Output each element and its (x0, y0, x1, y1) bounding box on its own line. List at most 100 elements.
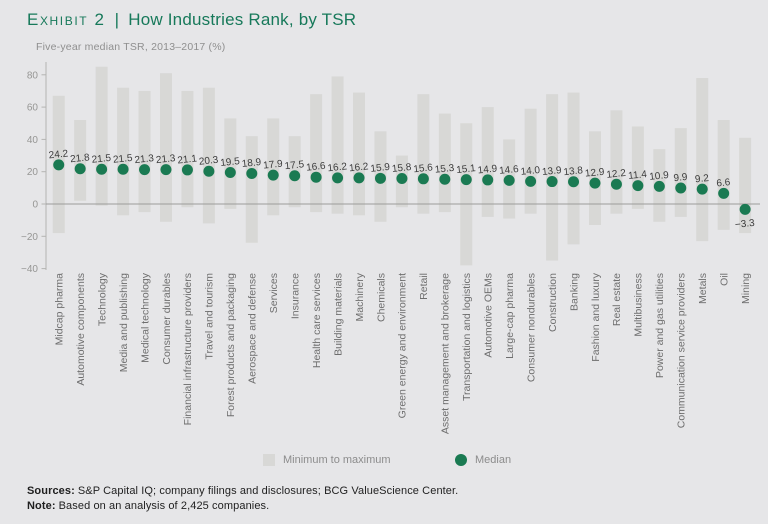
category-label: Asset management and brokerage (440, 273, 452, 434)
median-dot (482, 174, 494, 186)
category-label: Health care services (311, 273, 323, 368)
range-bar (481, 107, 494, 217)
median-dot (96, 163, 108, 175)
category-label: Consumer nondurables (525, 273, 537, 382)
category-label: Insurance (289, 273, 301, 319)
range-bar (267, 118, 280, 216)
median-value-label: 12.9 (584, 167, 605, 180)
range-bar (202, 87, 215, 224)
legend-range-label: Minimum to maximum (283, 454, 391, 466)
median-value-label: 17.5 (284, 159, 305, 172)
category-label: Machinery (354, 272, 366, 321)
median-value-label: 19.5 (220, 156, 241, 169)
median-value-label: 14.6 (499, 164, 520, 177)
range-bar (310, 94, 323, 213)
category-label: Building materials (332, 273, 344, 356)
median-dot (696, 183, 708, 195)
range-bar (95, 66, 108, 206)
median-dot (289, 170, 301, 182)
median-dot (74, 163, 86, 175)
y-axis-tick-label: −20 (21, 232, 38, 243)
median-dot (718, 187, 730, 199)
note-text: Based on an analysis of 2,425 companies. (58, 500, 270, 512)
category-label: Services (268, 273, 280, 313)
category-label: Automotive components (75, 273, 87, 386)
range-bar (717, 120, 730, 230)
median-value-label: 9.2 (694, 173, 709, 185)
median-dot (739, 203, 751, 215)
median-value-label: 21.5 (113, 153, 134, 166)
median-dot (353, 172, 365, 184)
range-bar (353, 92, 366, 216)
range-swatch-icon (263, 454, 275, 466)
median-value-label: 15.8 (391, 162, 412, 175)
median-value-label: 6.6 (716, 177, 731, 189)
chart-subtitle: Five-year median TSR, 2013–2017 (%) (36, 41, 226, 53)
y-axis-tick-label: 20 (27, 167, 39, 178)
range-bar (610, 110, 623, 214)
footer: Sources: S&P Capital IQ; company filings … (27, 484, 458, 514)
range-bar (567, 92, 580, 245)
sources-text: S&P Capital IQ; company filings and disc… (77, 485, 459, 497)
y-axis-tick-label: 60 (27, 103, 39, 114)
legend-median-label: Median (475, 454, 512, 466)
y-axis-tick-label: −40 (21, 264, 38, 275)
tsr-range-chart: 80 60 40 20 0 −20 −40 24.2 Midcap pharma 21.8 Auto… (21, 62, 760, 434)
range-bar (438, 113, 451, 213)
median-value-label: 13.8 (563, 165, 584, 178)
category-label: Media and publishing (118, 273, 130, 372)
range-bar (331, 76, 344, 214)
category-label: Fashion and luxury (590, 272, 602, 361)
range-bar (631, 126, 644, 209)
median-value-label: 9.9 (673, 172, 688, 184)
note-line: Note: Based on an analysis of 2,425 compa… (27, 499, 458, 514)
median-value-label: 21.8 (70, 152, 91, 165)
median-dot (675, 182, 687, 194)
range-bar (224, 118, 237, 209)
median-dot (374, 172, 386, 184)
median-value-label: 20.3 (198, 155, 219, 168)
median-value-label: 21.3 (155, 153, 176, 166)
median-value-label: 21.3 (134, 153, 155, 166)
category-label: Automotive OEMs (483, 273, 495, 358)
category-label: Financial infrastructure providers (182, 273, 194, 425)
range-bar (138, 90, 151, 213)
range-bar (417, 94, 430, 214)
median-dot (160, 164, 172, 176)
median-dot (503, 174, 515, 186)
category-label: Transportation and logistics (461, 273, 473, 401)
median-dot (267, 169, 279, 181)
category-label: Power and gas utilities (654, 273, 666, 378)
median-value-label: 11.4 (628, 169, 648, 182)
sources-label: Sources: (27, 485, 75, 497)
median-dot-icon (455, 454, 467, 466)
median-value-label: −3.3 (734, 218, 755, 231)
note-label: Note: (27, 500, 56, 512)
median-dot (417, 173, 429, 185)
category-label: Consumer durables (161, 273, 173, 365)
category-label: Green energy and environment (397, 273, 409, 418)
legend-item-range: Minimum to maximum (263, 452, 391, 468)
median-value-label: 17.9 (263, 159, 284, 172)
median-dot (460, 174, 472, 186)
median-dot (525, 175, 537, 187)
median-value-label: 13.9 (542, 165, 563, 178)
range-bar (460, 123, 473, 266)
range-bar (245, 136, 258, 243)
sources-line: Sources: S&P Capital IQ; company filings … (27, 484, 458, 499)
category-label: Construction (547, 273, 559, 332)
y-axis-tick-label: 40 (27, 135, 39, 146)
range-bar (674, 128, 687, 217)
median-dot (439, 173, 451, 185)
median-dot (181, 164, 193, 176)
median-dot (53, 159, 65, 171)
median-value-label: 16.2 (327, 161, 348, 174)
category-label: Large-cap pharma (504, 273, 516, 359)
y-axis-tick-label: 0 (32, 200, 38, 211)
category-label: Real estate (611, 273, 623, 326)
median-value-label: 16.6 (306, 161, 327, 174)
range-bar (696, 78, 709, 242)
median-dot (203, 165, 215, 177)
median-value-label: 14.0 (520, 165, 541, 178)
range-bar (159, 73, 172, 222)
